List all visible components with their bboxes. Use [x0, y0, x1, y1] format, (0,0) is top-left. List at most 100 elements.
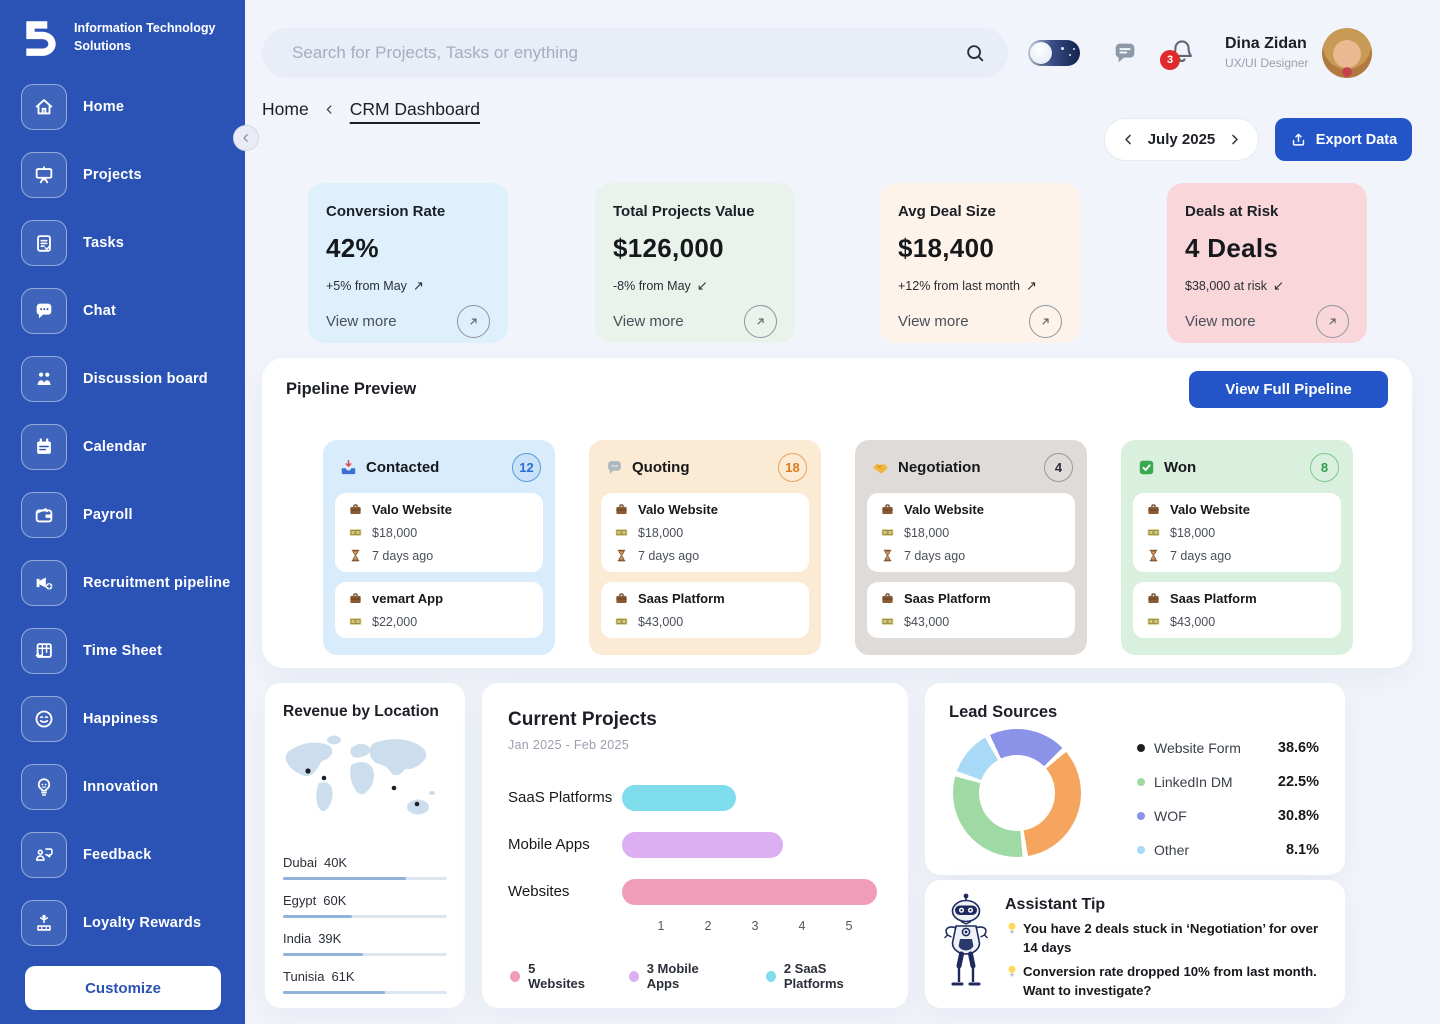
deal-card[interactable]: vemart App $22,000 — [335, 582, 543, 638]
sidebar-item-loyalty-rewards[interactable]: Loyalty Rewards — [21, 900, 235, 946]
brand: Information Technology Solutions — [0, 0, 245, 58]
revenue-bar — [283, 915, 352, 918]
sidebar-item-innovation[interactable]: Innovation — [21, 764, 235, 810]
assistant-tip-2: Conversion rate dropped 10% from last mo… — [1005, 962, 1327, 1000]
view-more-link[interactable]: View more — [613, 313, 684, 330]
projects-icon — [21, 152, 67, 198]
view-full-pipeline-button[interactable]: View Full Pipeline — [1189, 371, 1388, 408]
stat-title: Total Projects Value — [613, 203, 755, 220]
sidebar-item-recruitment-pipeline[interactable]: Recruitment pipeline — [21, 560, 235, 606]
revenue-row-india: India 39K — [283, 931, 447, 956]
stat-title: Avg Deal Size — [898, 203, 996, 220]
stat-value: 4 Deals — [1185, 233, 1279, 263]
inbox-icon — [339, 458, 358, 477]
sidebar-collapse-button[interactable] — [233, 125, 259, 151]
sidebar-item-feedback[interactable]: Feedback — [21, 832, 235, 878]
arrow-ne-icon[interactable] — [1029, 305, 1062, 338]
sidebar-item-calendar[interactable]: Calendar — [21, 424, 235, 470]
deal-card[interactable]: Saas Platform $43,000 — [1133, 582, 1341, 638]
podium-icon — [21, 900, 67, 946]
deal-card[interactable]: Valo Website $18,000 7 days ago — [601, 493, 809, 572]
bulb-icon — [1005, 921, 1019, 935]
briefcase-icon — [614, 591, 629, 606]
customize-button[interactable]: Customize — [25, 966, 221, 1010]
feedback-icon — [21, 832, 67, 878]
stat-value: 42% — [326, 233, 379, 263]
company-logo-icon — [20, 16, 62, 58]
home-icon — [21, 84, 67, 130]
sidebar-item-projects[interactable]: Projects — [21, 152, 235, 198]
wallet-icon — [21, 492, 67, 538]
pipeline-column-contacted: Contacted 12 Valo Website $18,000 7 days… — [323, 440, 555, 655]
speech-bubble-icon — [605, 458, 624, 477]
deal-card[interactable]: Valo Website $18,000 7 days ago — [1133, 493, 1341, 572]
hourglass-icon — [880, 548, 895, 563]
view-more-link[interactable]: View more — [1185, 313, 1256, 330]
sidebar-item-time-sheet[interactable]: Time Sheet — [21, 628, 235, 674]
view-more-link[interactable]: View more — [898, 313, 969, 330]
arrow-ne-icon[interactable] — [1316, 305, 1349, 338]
stat-delta: +12% from last month ↗ — [898, 278, 1037, 293]
arrow-ne-icon[interactable] — [744, 305, 777, 338]
legend-dot-website-form — [1137, 744, 1145, 752]
lightbulb-icon — [21, 764, 67, 810]
dark-mode-toggle[interactable] — [1028, 40, 1080, 66]
breadcrumb: Home CRM Dashboard — [262, 99, 480, 120]
breadcrumb-home-link[interactable]: Home — [262, 99, 309, 119]
view-more-link[interactable]: View more — [326, 313, 397, 330]
previous-month-button[interactable] — [1121, 132, 1136, 147]
chevron-left-icon — [323, 103, 336, 116]
search-bar — [262, 28, 1008, 78]
deal-card[interactable]: Valo Website $18,000 7 days ago — [335, 493, 543, 572]
lead-sources-title: Lead Sources — [949, 703, 1058, 721]
arrow-ne-icon[interactable] — [457, 305, 490, 338]
money-icon — [614, 525, 629, 540]
sidebar-item-payroll[interactable]: Payroll — [21, 492, 235, 538]
search-input[interactable] — [290, 42, 964, 64]
sidebar-item-chat[interactable]: Chat — [21, 288, 235, 334]
count-badge: 18 — [778, 453, 807, 482]
chat-icon — [21, 288, 67, 334]
briefcase-icon — [348, 502, 363, 517]
assistant-tip-card: Assistant Tip You have 2 deals stuck in … — [925, 880, 1345, 1008]
sidebar-item-home[interactable]: Home — [21, 84, 235, 130]
month-selector: July 2025 — [1104, 118, 1259, 161]
export-data-button[interactable]: Export Data — [1275, 118, 1412, 161]
revenue-row-egypt: Egypt 60K — [283, 893, 447, 918]
legend-dot-mobile-apps — [628, 970, 639, 982]
deal-card[interactable]: Valo Website $18,000 7 days ago — [867, 493, 1075, 572]
trend-up-icon: ↗ — [412, 278, 424, 293]
revenue-bar — [283, 991, 385, 994]
briefcase-icon — [614, 502, 629, 517]
revenue-bar — [283, 953, 364, 956]
sidebar-item-happiness[interactable]: Happiness — [21, 696, 235, 742]
pipeline-column-negotiation: Negotiation 4 Valo Website $18,000 7 day… — [855, 440, 1087, 655]
money-icon — [614, 614, 629, 629]
briefcase-icon — [348, 591, 363, 606]
calendar-icon — [21, 424, 67, 470]
company-name-line2: Solutions — [74, 38, 131, 53]
search-icon[interactable] — [964, 42, 986, 64]
stat-delta: -8% from May ↙ — [613, 278, 708, 293]
user-info: Dina Zidan UX/UI Designer — [1225, 35, 1308, 70]
avatar[interactable] — [1322, 28, 1372, 78]
sidebar-item-tasks[interactable]: Tasks — [21, 220, 235, 266]
notifications-bell[interactable]: 3 — [1160, 36, 1196, 70]
sidebar-item-discussion-board[interactable]: Discussion board — [21, 356, 235, 402]
month-label: July 2025 — [1147, 131, 1216, 148]
tasks-icon — [21, 220, 67, 266]
breadcrumb-current-page[interactable]: CRM Dashboard — [349, 99, 481, 119]
upload-icon — [1290, 131, 1307, 148]
sidebar: Information Technology Solutions Home Pr… — [0, 0, 245, 1024]
stat-card-conversion-rate: Conversion Rate 42% +5% from May ↗ View m… — [308, 183, 508, 343]
stat-card-avg-deal-size: Avg Deal Size $18,400 +12% from last mon… — [880, 183, 1080, 343]
company-name-line1: Information Technology — [74, 21, 216, 35]
next-month-button[interactable] — [1227, 132, 1242, 147]
stat-value: $18,400 — [898, 233, 995, 263]
messages-icon[interactable] — [1111, 39, 1139, 67]
deal-card[interactable]: Saas Platform $43,000 — [867, 582, 1075, 638]
deal-card[interactable]: Saas Platform $43,000 — [601, 582, 809, 638]
count-badge: 12 — [512, 453, 541, 482]
legend-dot-websites — [510, 970, 521, 982]
stat-delta: $38,000 at risk ↙ — [1185, 278, 1284, 293]
